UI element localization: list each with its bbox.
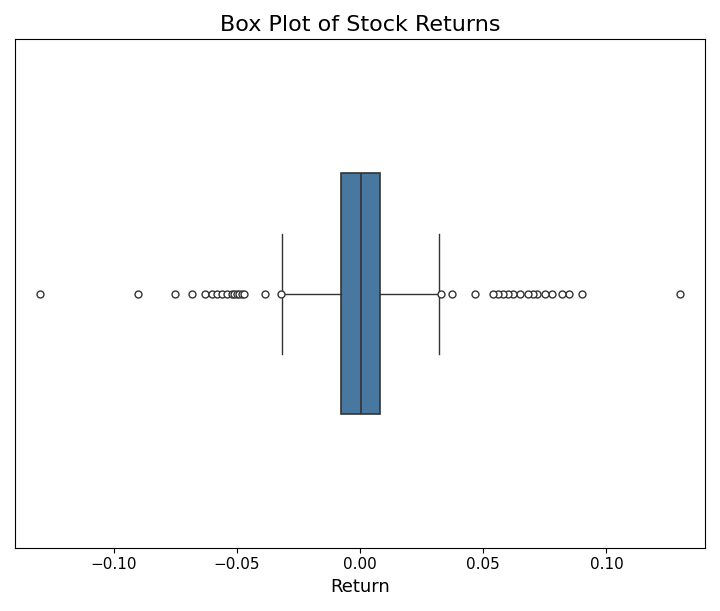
PathPatch shape: [341, 174, 380, 414]
Title: Box Plot of Stock Returns: Box Plot of Stock Returns: [220, 15, 500, 35]
X-axis label: Return: Return: [330, 578, 390, 596]
